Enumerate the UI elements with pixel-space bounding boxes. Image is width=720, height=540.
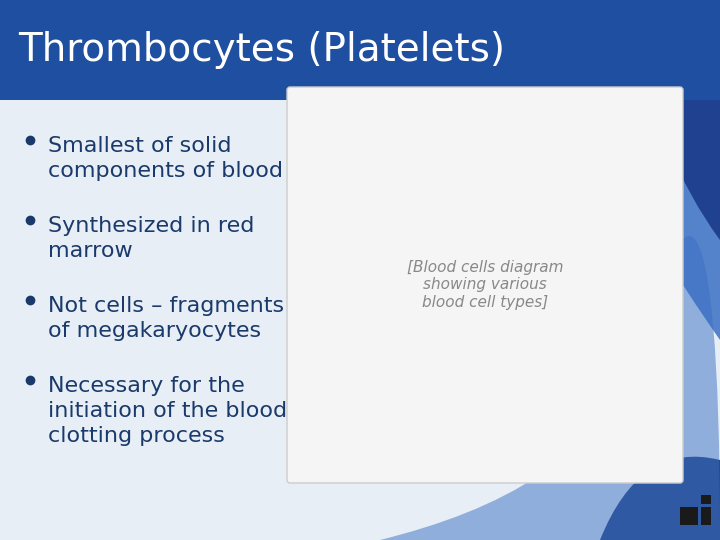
FancyBboxPatch shape <box>287 87 683 483</box>
Bar <box>701 507 711 525</box>
Bar <box>680 507 698 525</box>
Text: [Blood cells diagram
showing various
blood cell types]: [Blood cells diagram showing various blo… <box>407 260 563 310</box>
Text: Smallest of solid
components of blood: Smallest of solid components of blood <box>48 136 283 181</box>
Text: Necessary for the
initiation of the blood
clotting process: Necessary for the initiation of the bloo… <box>48 376 287 446</box>
Text: Synthesized in red
marrow: Synthesized in red marrow <box>48 216 254 261</box>
FancyBboxPatch shape <box>0 0 720 100</box>
PathPatch shape <box>600 0 720 340</box>
Bar <box>701 495 711 504</box>
Text: Thrombocytes (Platelets): Thrombocytes (Platelets) <box>18 31 505 69</box>
PathPatch shape <box>380 236 720 540</box>
PathPatch shape <box>600 457 720 540</box>
PathPatch shape <box>620 0 720 240</box>
PathPatch shape <box>0 100 720 540</box>
Text: Not cells – fragments
of megakaryocytes: Not cells – fragments of megakaryocytes <box>48 296 284 341</box>
